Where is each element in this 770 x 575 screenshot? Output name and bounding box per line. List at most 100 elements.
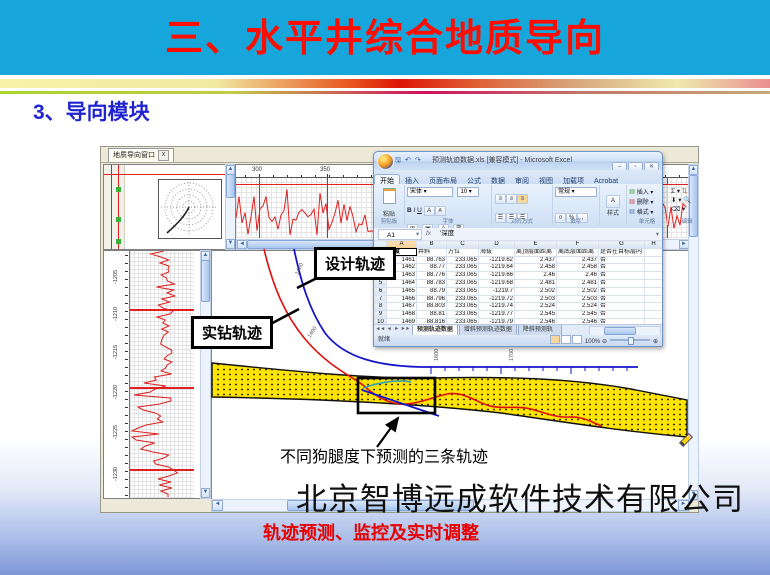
data-cell[interactable]: 否 — [598, 278, 645, 288]
align-center-icon[interactable]: ☰ — [506, 213, 517, 223]
scrollbar-vertical-main[interactable]: ▲ ▼ — [688, 164, 699, 501]
excel-tab-2[interactable]: 插入 — [405, 178, 419, 185]
header-cell[interactable]: 离底层面距离 — [556, 247, 599, 257]
fill-icon[interactable]: ⬇ — [671, 197, 677, 204]
data-cell[interactable]: -1219.7 — [478, 286, 515, 296]
data-cell[interactable]: -1219.77 — [478, 310, 515, 319]
empty-cell[interactable] — [644, 263, 662, 273]
zoom-out-icon[interactable]: ⊖ — [601, 339, 607, 345]
data-cell[interactable]: 2.503 — [514, 294, 557, 304]
col-header-E[interactable]: E — [514, 240, 557, 249]
excel-tab-6[interactable]: 审阅 — [515, 178, 529, 185]
worksheet-grid[interactable]: ABCDEFGH1深度井斜方位海拔离顶层面距离离底层面距离是否在目标层内2146… — [374, 240, 662, 324]
empty-cell[interactable] — [644, 302, 662, 312]
data-cell[interactable]: 88.803 — [416, 302, 447, 312]
empty-cell[interactable] — [644, 271, 662, 280]
data-cell[interactable]: 1464 — [386, 278, 417, 288]
excel-title-bar[interactable]: 🖫 ↶ ↷ 预测轨迹数据.xls [兼容模式] - Microsoft Exce… — [374, 152, 662, 174]
data-cell[interactable]: 否 — [598, 286, 645, 296]
col-header-C[interactable]: C — [446, 240, 479, 249]
header-cell[interactable]: 方位 — [446, 247, 479, 257]
data-cell[interactable]: -1219.62 — [478, 255, 515, 265]
data-cell[interactable]: 1466 — [386, 294, 417, 304]
namebox-dropdown-icon[interactable]: ▾ — [416, 231, 420, 238]
empty-cell[interactable] — [644, 255, 662, 265]
data-cell[interactable]: 2.458 — [556, 263, 599, 273]
col-header-G[interactable]: G — [598, 240, 645, 249]
data-cell[interactable]: 2.437 — [514, 255, 557, 265]
data-cell[interactable]: 否 — [598, 263, 645, 273]
col-header-B[interactable]: B — [416, 240, 447, 249]
data-cell[interactable]: 233.065 — [446, 294, 479, 304]
name-box[interactable]: A1 — [378, 229, 422, 240]
excel-tab-3[interactable]: 页面布局 — [429, 178, 457, 185]
data-cell[interactable]: 2.503 — [556, 294, 599, 304]
underline-icon[interactable]: U — [417, 207, 422, 214]
header-cell[interactable]: 海拔 — [478, 247, 515, 257]
italic-icon[interactable]: I — [413, 207, 416, 214]
paste-label[interactable]: 粘贴 — [382, 212, 395, 218]
zoom-in-icon[interactable]: ⊕ — [652, 339, 658, 345]
align-left-icon[interactable]: ☰ — [495, 213, 506, 223]
delete-cells-button[interactable]: 删除 — [636, 200, 649, 206]
data-cell[interactable]: 2.524 — [514, 302, 557, 312]
row-header-5[interactable]: 5 — [374, 278, 387, 288]
data-cell[interactable]: 88.776 — [416, 271, 447, 280]
comma-icon[interactable]: , — [577, 213, 588, 223]
office-button-icon[interactable] — [377, 153, 394, 170]
data-cell[interactable]: 88.763 — [416, 255, 447, 265]
data-cell[interactable]: 233.065 — [446, 286, 479, 296]
data-cell[interactable]: 2.46 — [514, 271, 557, 280]
data-cell[interactable]: 2.46 — [556, 271, 599, 280]
insert-cells-button[interactable]: 插入 — [636, 190, 649, 196]
data-cell[interactable]: 2.458 — [514, 263, 557, 273]
find-icon[interactable]: 🔍 — [683, 197, 692, 204]
align-middle-icon[interactable]: ≡ — [506, 194, 517, 204]
data-cell[interactable]: 88.77 — [416, 263, 447, 273]
col-header-H[interactable]: H — [644, 240, 662, 249]
data-cell[interactable]: -1219.64 — [478, 263, 515, 273]
excel-tab-7[interactable]: 视图 — [539, 178, 553, 185]
empty-cell[interactable] — [644, 317, 662, 324]
autosum-icon[interactable]: Σ — [671, 188, 676, 195]
data-cell[interactable]: 否 — [598, 271, 645, 280]
cell-styles-icon[interactable]: A — [606, 195, 620, 208]
formula-value[interactable]: '深度 — [440, 230, 455, 237]
row-header-8[interactable]: 8 — [374, 302, 387, 312]
undo-icon[interactable]: ↶ — [405, 157, 411, 164]
header-cell[interactable]: 离顶层面距离 — [514, 247, 557, 257]
styles-label[interactable]: 样式 — [606, 211, 619, 217]
align-top-icon[interactable]: ≡ — [495, 194, 506, 204]
empty-cell[interactable] — [644, 247, 662, 257]
bold-icon[interactable]: B — [407, 207, 412, 214]
align-bottom-icon[interactable]: ≡ — [517, 194, 528, 204]
excel-tab-9[interactable]: Acrobat — [594, 178, 619, 185]
data-cell[interactable]: -1219.74 — [478, 302, 515, 312]
page-break-view-icon[interactable] — [572, 335, 583, 344]
excel-tab-8[interactable]: 加载项 — [563, 178, 584, 185]
normal-view-icon[interactable] — [550, 335, 561, 344]
data-cell[interactable]: 2.545 — [556, 310, 599, 319]
data-cell[interactable]: 否 — [598, 294, 645, 304]
data-cell[interactable]: 233.065 — [446, 255, 479, 265]
data-cell[interactable]: 88.796 — [416, 294, 447, 304]
empty-cell[interactable] — [644, 286, 662, 296]
data-cell[interactable]: 88.81 — [416, 310, 447, 319]
col-header-F[interactable]: F — [556, 240, 599, 249]
data-cell[interactable]: 2.502 — [514, 286, 557, 296]
clear-icon[interactable]: ⌫ — [671, 206, 681, 213]
data-cell[interactable]: 2.481 — [514, 278, 557, 288]
align-right-icon[interactable]: ☰ — [517, 213, 528, 223]
data-cell[interactable]: -1219.72 — [478, 294, 515, 304]
data-cell[interactable]: 233.065 — [446, 278, 479, 288]
data-cell[interactable]: 2.437 — [556, 255, 599, 265]
data-cell[interactable]: 1465 — [386, 286, 417, 296]
data-cell[interactable]: -1219.66 — [478, 271, 515, 280]
data-cell[interactable]: 否 — [598, 255, 645, 265]
data-cell[interactable]: 2.524 — [556, 302, 599, 312]
data-cell[interactable]: 2.502 — [556, 286, 599, 296]
header-cell[interactable]: 井斜 — [416, 247, 447, 257]
row-header-7[interactable]: 7 — [374, 294, 387, 304]
data-cell[interactable]: 2.481 — [556, 278, 599, 288]
empty-cell[interactable] — [644, 310, 662, 319]
